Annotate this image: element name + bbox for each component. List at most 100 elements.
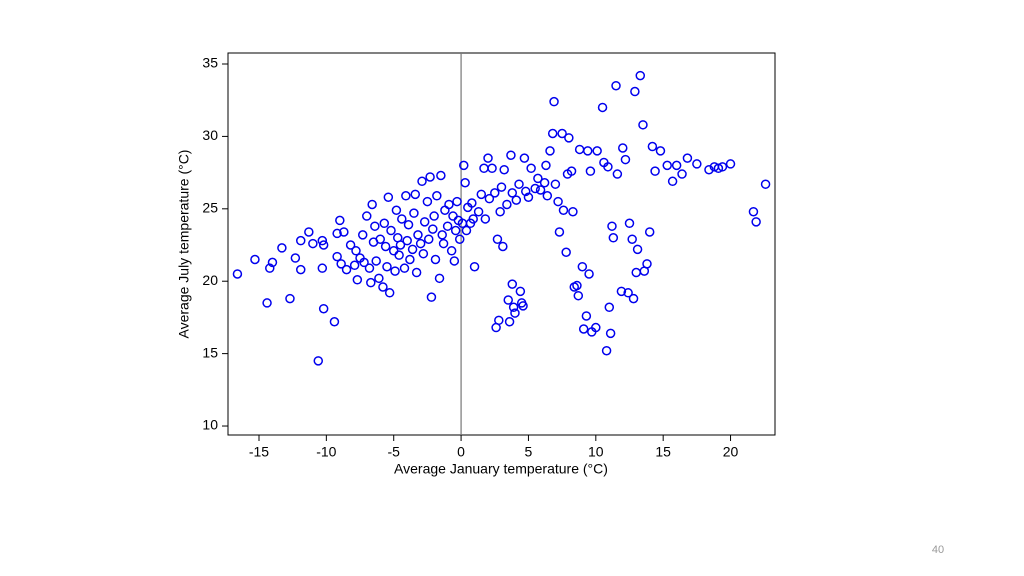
- y-tick-label: 35: [202, 55, 218, 71]
- point: [402, 235, 412, 246]
- point: [553, 196, 563, 207]
- point: [480, 214, 491, 224]
- point: [296, 264, 306, 275]
- point: [422, 196, 433, 207]
- y-tick-label: 20: [202, 272, 218, 288]
- point: [523, 192, 534, 202]
- point: [332, 228, 342, 239]
- point: [446, 246, 457, 256]
- point: [526, 163, 536, 174]
- point: [432, 191, 442, 201]
- point: [582, 146, 593, 156]
- point: [428, 224, 438, 234]
- point: [605, 328, 616, 339]
- point: [591, 322, 601, 333]
- point: [504, 317, 515, 327]
- point: [607, 221, 617, 231]
- point: [573, 290, 584, 301]
- point: [362, 211, 372, 221]
- point: [352, 275, 363, 285]
- point: [395, 240, 406, 250]
- point: [267, 257, 278, 268]
- point: [468, 214, 478, 224]
- point: [401, 191, 411, 201]
- point: [449, 256, 460, 266]
- point: [572, 280, 582, 291]
- point: [367, 199, 377, 210]
- point: [628, 293, 639, 304]
- point: [469, 261, 480, 272]
- point: [437, 230, 447, 240]
- point: [413, 230, 423, 240]
- point: [623, 288, 633, 298]
- point: [380, 241, 391, 252]
- point: [662, 160, 672, 171]
- point: [317, 263, 328, 273]
- point: [630, 86, 640, 97]
- point: [499, 164, 509, 175]
- x-tick-label: -15: [249, 444, 269, 460]
- point: [390, 266, 400, 276]
- point: [375, 234, 385, 244]
- point: [442, 221, 453, 231]
- point: [371, 256, 381, 266]
- point: [704, 164, 714, 175]
- point: [514, 179, 524, 189]
- point: [318, 303, 329, 314]
- point: [317, 235, 328, 246]
- point: [506, 150, 516, 160]
- point: [492, 234, 503, 244]
- point: [407, 244, 418, 255]
- point: [429, 211, 439, 221]
- point: [545, 146, 555, 156]
- point: [554, 227, 565, 237]
- point: [425, 172, 435, 182]
- point: [405, 254, 415, 265]
- point: [411, 267, 422, 278]
- point: [542, 191, 553, 201]
- point: [671, 160, 682, 171]
- point: [448, 211, 458, 221]
- y-tick-label: 25: [202, 200, 218, 216]
- point: [357, 230, 368, 240]
- point: [384, 288, 395, 298]
- point: [399, 263, 410, 273]
- point: [550, 179, 561, 189]
- point: [650, 166, 660, 176]
- point: [655, 146, 666, 156]
- x-tick-label: -5: [387, 444, 400, 460]
- point: [332, 251, 342, 262]
- x-tick-label: 0: [457, 444, 465, 460]
- y-axis-title: Average July temperature (°C): [176, 150, 192, 339]
- point: [452, 196, 462, 207]
- point: [677, 169, 687, 179]
- point: [647, 141, 658, 152]
- point: [541, 160, 551, 171]
- point: [717, 162, 728, 172]
- point: [394, 250, 404, 260]
- plot-frame: [227, 52, 776, 436]
- x-tick-label: 15: [655, 444, 671, 460]
- point: [383, 192, 394, 202]
- point: [566, 166, 577, 176]
- point: [608, 233, 619, 243]
- point: [632, 244, 643, 255]
- point: [644, 227, 655, 237]
- point: [627, 234, 637, 244]
- point: [496, 182, 507, 192]
- point: [584, 269, 594, 279]
- point: [308, 238, 318, 249]
- point: [397, 214, 407, 224]
- point: [374, 273, 384, 284]
- point: [329, 317, 340, 327]
- point: [430, 254, 441, 265]
- y-tick-label: 30: [202, 127, 218, 143]
- point: [635, 70, 646, 81]
- point: [304, 227, 314, 237]
- point: [508, 302, 519, 313]
- point: [612, 169, 623, 179]
- point: [318, 240, 329, 250]
- point: [444, 199, 454, 210]
- point: [494, 315, 504, 326]
